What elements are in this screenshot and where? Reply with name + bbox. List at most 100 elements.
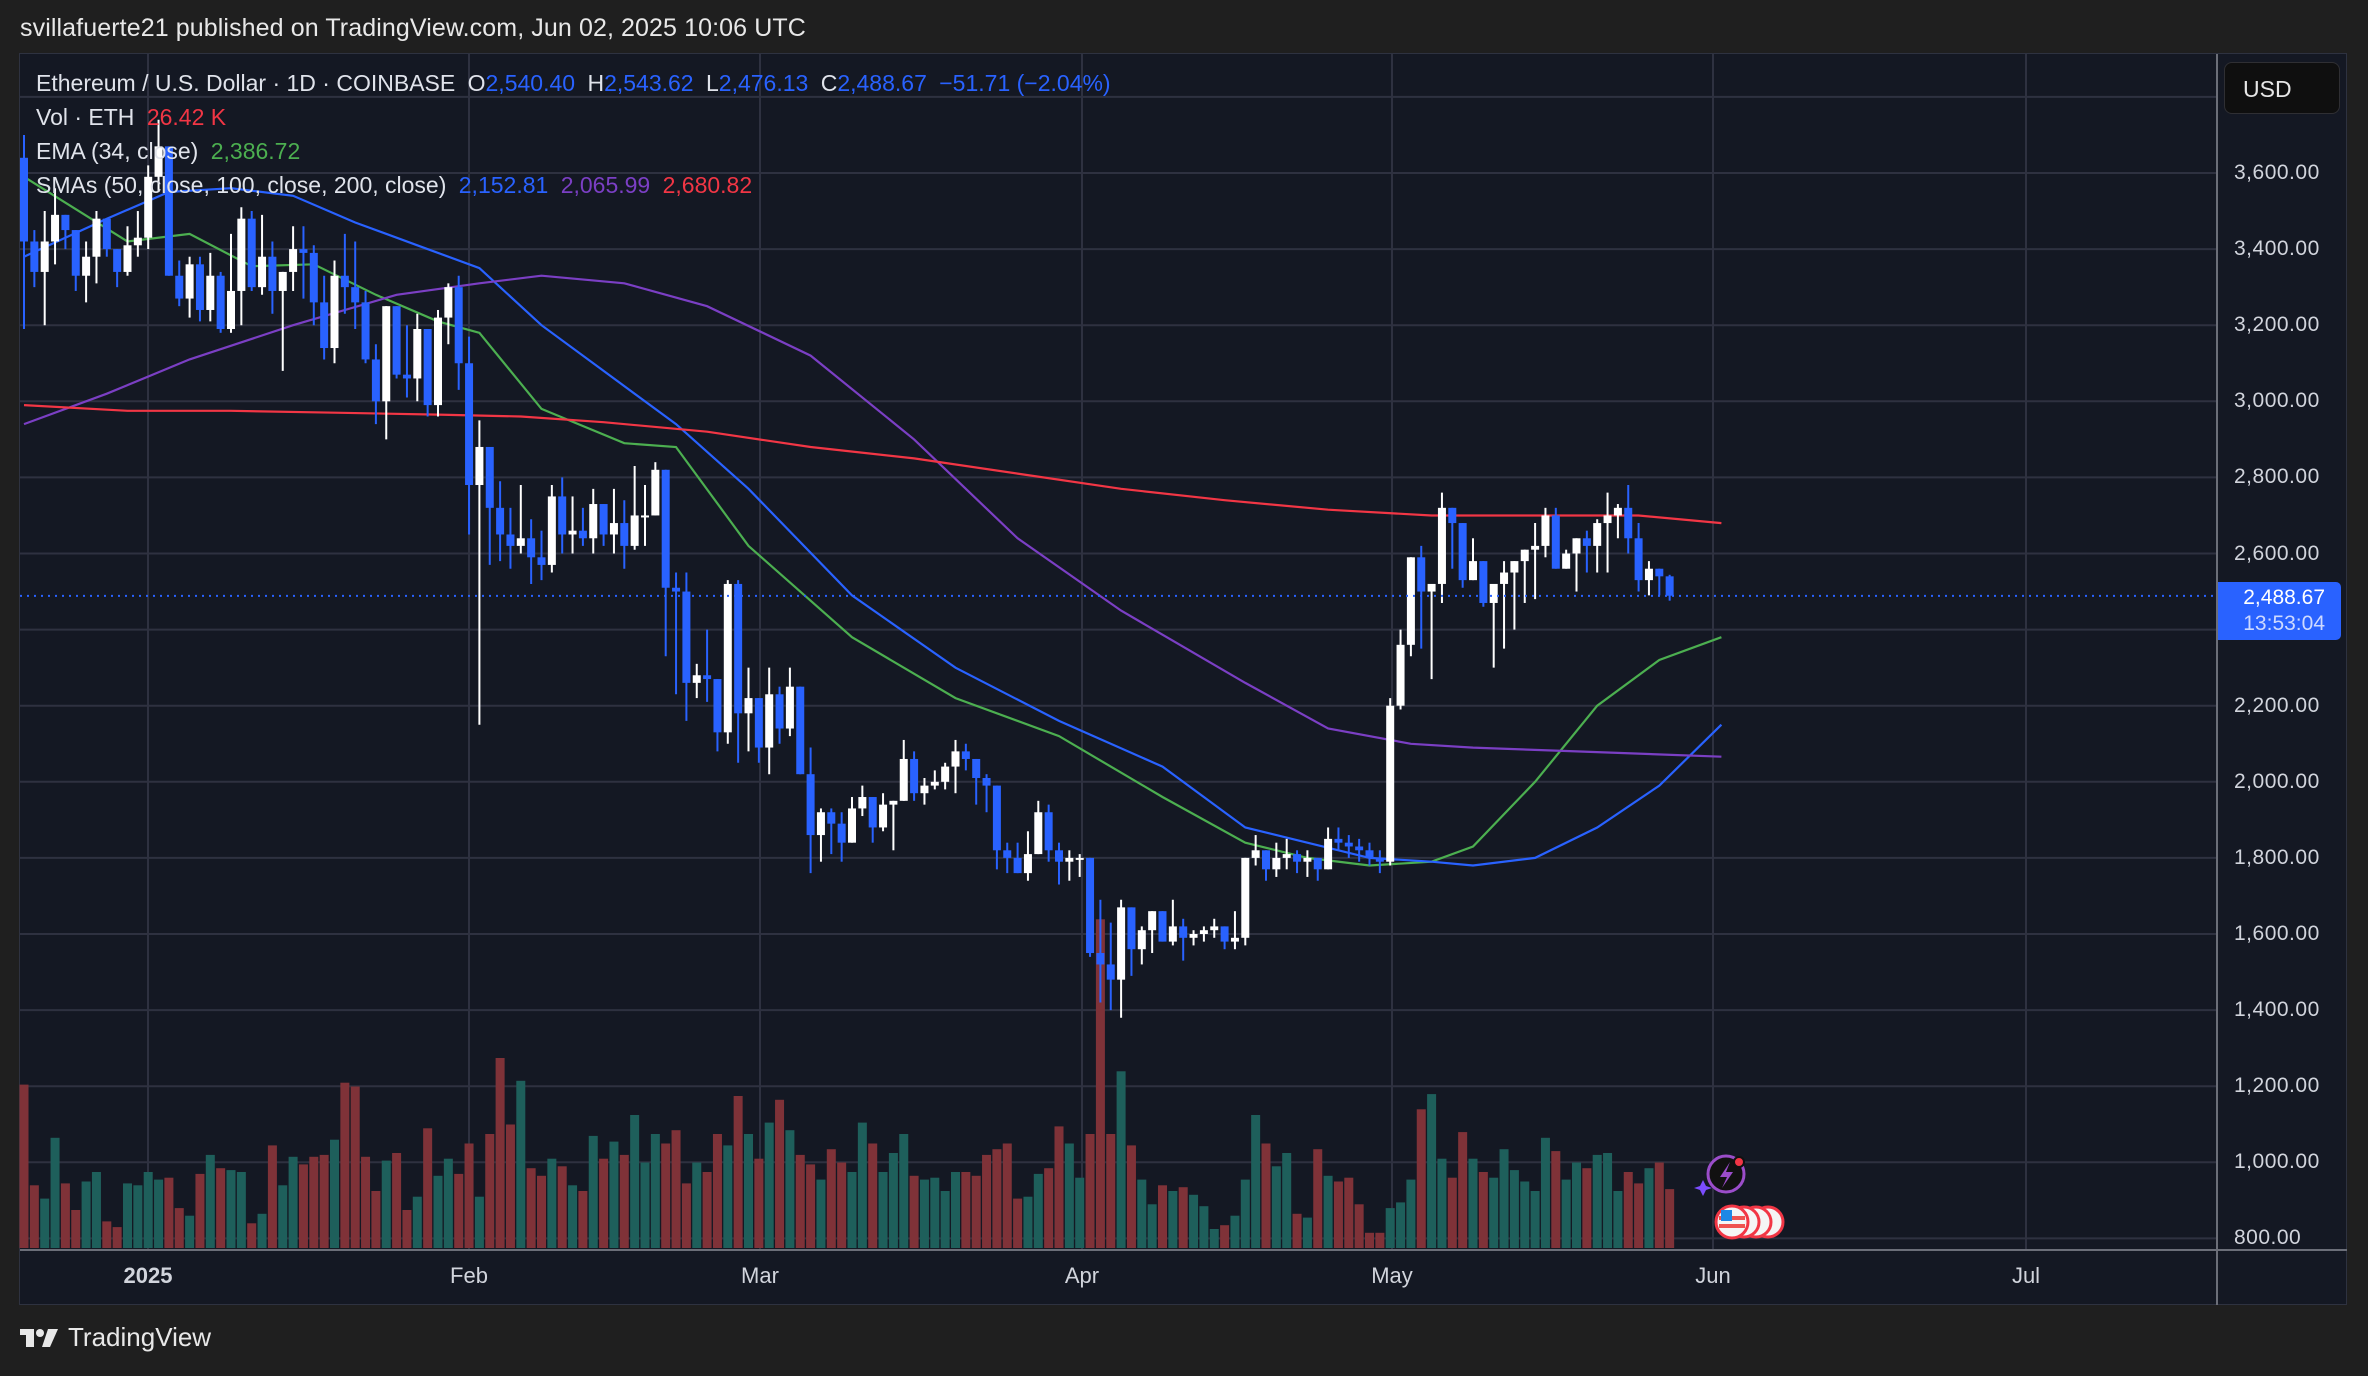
volume-bar	[267, 1145, 277, 1248]
candle	[806, 774, 815, 836]
candle	[1137, 930, 1146, 950]
volume-bar	[19, 1084, 29, 1248]
tradingview-logo[interactable]: TradingView	[20, 1322, 211, 1353]
time-tick: 2025	[123, 1263, 173, 1288]
volume-bar	[982, 1154, 992, 1248]
candle	[227, 290, 235, 330]
candle	[682, 591, 691, 683]
candle	[144, 176, 153, 238]
volume-bar	[547, 1158, 557, 1248]
price-tick: 1,200.00	[2234, 1074, 2320, 1098]
candle	[537, 557, 546, 565]
time-tick: Feb	[450, 1263, 488, 1288]
volume-bar	[71, 1210, 81, 1248]
volume-bar	[1416, 1109, 1426, 1248]
volume-bar	[1458, 1132, 1468, 1248]
candle	[361, 302, 370, 360]
volume-legend[interactable]: Vol · ETH 26.42 K	[36, 104, 232, 131]
candle	[1365, 850, 1374, 858]
candle	[1448, 507, 1457, 524]
volume-bar	[330, 1139, 339, 1248]
candle	[889, 800, 898, 805]
candle	[1044, 812, 1053, 851]
candle	[1458, 523, 1467, 581]
candle	[1624, 507, 1633, 539]
volume-bar	[992, 1149, 1002, 1248]
price-tick: 2,600.00	[2234, 541, 2320, 565]
time-tick: May	[1371, 1263, 1413, 1288]
ema-legend[interactable]: EMA (34, close) 2,386.72	[36, 138, 306, 165]
volume-bar	[1106, 1134, 1116, 1248]
candle	[133, 237, 142, 246]
volume-bar	[1126, 1145, 1136, 1248]
volume-bar	[868, 1143, 878, 1248]
volume-bar	[495, 1058, 505, 1248]
volume-bar	[81, 1181, 91, 1248]
volume-bar	[1251, 1115, 1261, 1248]
candle	[589, 504, 598, 539]
volume-bar	[723, 1145, 733, 1248]
currency-button[interactable]: USD	[2224, 62, 2340, 114]
chart-pane[interactable]	[19, 53, 2347, 1305]
candle	[268, 256, 277, 291]
volume-bar	[619, 1154, 629, 1248]
event-markers[interactable]	[1690, 1150, 1790, 1240]
us-economic-event-icon[interactable]	[1714, 1204, 1785, 1240]
volume-bar	[961, 1172, 971, 1248]
candle	[1117, 907, 1126, 980]
ma-line	[23, 274, 1722, 758]
candle	[1572, 538, 1581, 554]
candle	[434, 317, 442, 406]
volume-bar	[1520, 1181, 1530, 1248]
candle	[92, 218, 101, 257]
ai-insight-icon[interactable]	[1694, 1154, 1746, 1196]
volume-bar	[1396, 1202, 1406, 1248]
candle	[1313, 857, 1322, 870]
candle	[961, 751, 970, 759]
price-tick: 800.00	[2234, 1226, 2302, 1250]
volume-bar	[1530, 1191, 1540, 1248]
volume-bar	[1302, 1217, 1312, 1248]
candle	[340, 275, 349, 288]
candle	[1127, 907, 1136, 950]
volume-bar	[112, 1227, 122, 1248]
candle	[496, 507, 505, 535]
candle	[351, 287, 360, 303]
volume-label: Vol · ETH	[36, 104, 135, 130]
candle	[527, 538, 536, 558]
volume-bar	[1313, 1149, 1323, 1248]
candle	[1055, 850, 1063, 862]
candle	[734, 583, 743, 714]
symbol-title[interactable]: Ethereum / U.S. Dollar · 1D · COINBASE	[36, 70, 456, 96]
volume-bar	[1064, 1143, 1074, 1248]
volume-bar	[340, 1082, 350, 1248]
volume-bar	[298, 1164, 308, 1248]
candle	[1562, 553, 1571, 569]
volume-bar	[174, 1208, 184, 1248]
sma-legend[interactable]: SMAs (50, close, 100, close, 200, close)…	[36, 172, 758, 199]
volume-bar	[847, 1172, 857, 1248]
volume-bar	[1634, 1183, 1644, 1248]
volume-bar	[816, 1179, 826, 1248]
volume-bar	[1095, 919, 1105, 1248]
volume-bar	[1385, 1208, 1395, 1248]
candle	[858, 797, 867, 809]
ohlc-open: O2,540.40	[467, 70, 576, 96]
volume-bar	[423, 1128, 433, 1248]
volume-bar	[505, 1124, 515, 1248]
candle	[1355, 846, 1364, 851]
candle	[1479, 561, 1488, 603]
volume-bar	[971, 1175, 981, 1248]
volume-bar	[857, 1122, 867, 1248]
volume-bar	[1344, 1177, 1354, 1248]
volume-bar	[1333, 1181, 1343, 1248]
volume-bar	[1561, 1179, 1571, 1248]
volume-bar	[1509, 1170, 1519, 1248]
candle	[1241, 857, 1250, 938]
candle	[1582, 538, 1591, 546]
volume-bar	[671, 1130, 681, 1248]
candle	[672, 587, 681, 592]
candle	[692, 675, 701, 683]
candle	[413, 329, 422, 379]
